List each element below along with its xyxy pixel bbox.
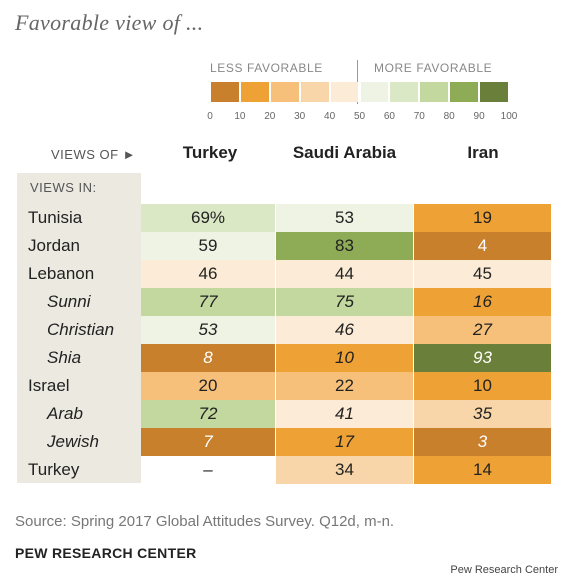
legend-color-scale — [210, 82, 509, 102]
table-cell: 93 — [414, 344, 551, 372]
legend-tick-label: 20 — [264, 111, 276, 122]
row-label: Arab — [47, 404, 83, 423]
image-credit: Pew Research Center — [450, 564, 558, 576]
row-label-panel — [17, 173, 141, 483]
views-in-label: VIEWS IN: — [30, 180, 97, 195]
table-cell: 35 — [414, 400, 551, 428]
legend-swatch — [240, 82, 269, 102]
legend-swatch — [360, 82, 389, 102]
legend-less-label: LESS FAVORABLE — [210, 61, 323, 75]
legend-swatch — [450, 82, 479, 102]
table-cell: 77 — [141, 288, 275, 316]
legend-tick-label: 70 — [413, 111, 425, 122]
legend-swatch — [390, 82, 419, 102]
table-cell: 20 — [141, 372, 275, 400]
legend-more-label: MORE FAVORABLE — [374, 61, 493, 75]
legend-tick-label: 80 — [443, 111, 455, 122]
column-header-iran: Iran — [467, 143, 499, 162]
chart-title: Favorable view of ... — [15, 10, 204, 35]
legend-tick-label: 10 — [234, 111, 246, 122]
table-cell: 3 — [414, 428, 551, 456]
table-cell: 10 — [414, 372, 551, 400]
legend-tick-label: 40 — [324, 111, 336, 122]
table-cell: 46 — [276, 316, 413, 344]
table-cell: – — [141, 456, 275, 484]
row-label: Turkey — [28, 460, 80, 479]
legend-tick-label: 90 — [473, 111, 485, 122]
table-cell: 53 — [141, 316, 275, 344]
row-label: Shia — [47, 348, 82, 367]
column-header-saudi-arabia: Saudi Arabia — [292, 143, 397, 162]
table-cell: 8 — [141, 344, 275, 372]
table-cell: 4 — [414, 232, 551, 260]
column-header-turkey: Turkey — [182, 143, 238, 162]
row-label: Tunisia — [28, 208, 83, 227]
table-cell: 34 — [276, 456, 413, 484]
row-label: Christian — [47, 320, 115, 339]
table-cell: 22 — [276, 372, 413, 400]
table-cell: 45 — [414, 260, 551, 288]
views-of-label: VIEWS OF ► — [51, 147, 137, 162]
table-cell: 59 — [141, 232, 275, 260]
table-cell: 19 — [414, 204, 551, 232]
row-label: Sunni — [47, 292, 91, 311]
row-label: Jewish — [47, 432, 99, 451]
legend-tick-label: 0 — [207, 111, 213, 122]
table-cell: 83 — [276, 232, 413, 260]
row-label: Jordan — [28, 236, 80, 255]
row-label: Lebanon — [28, 264, 95, 283]
table-cell: 17 — [276, 428, 413, 456]
table-cell: 46 — [141, 260, 275, 288]
legend-swatch — [300, 82, 329, 102]
legend-tick-label: 30 — [294, 111, 306, 122]
table-cell: 16 — [414, 288, 551, 316]
table-cell: 44 — [276, 260, 413, 288]
legend-swatch — [211, 82, 239, 102]
source-note: Source: Spring 2017 Global Attitudes Sur… — [15, 513, 395, 530]
legend-swatch — [270, 82, 299, 102]
legend-swatch — [420, 82, 449, 102]
legend-tick-label: 100 — [500, 111, 518, 122]
legend-swatch — [330, 82, 359, 102]
table-cell: 72 — [141, 400, 275, 428]
row-label: Israel — [28, 376, 70, 395]
table-cell: 10 — [276, 344, 413, 372]
legend-tick-label: 50 — [353, 111, 366, 122]
table-cell: 41 — [276, 400, 413, 428]
table-cell: 53 — [276, 204, 413, 232]
table-cell: 7 — [141, 428, 275, 456]
organization-name: PEW RESEARCH CENTER — [15, 545, 197, 561]
legend-tick-label: 60 — [383, 111, 395, 122]
table-cell: 69% — [141, 204, 275, 232]
table-cell: 27 — [414, 316, 551, 344]
legend-swatch — [480, 82, 508, 102]
table-cell: 75 — [276, 288, 413, 316]
table-cell: 14 — [414, 456, 551, 484]
